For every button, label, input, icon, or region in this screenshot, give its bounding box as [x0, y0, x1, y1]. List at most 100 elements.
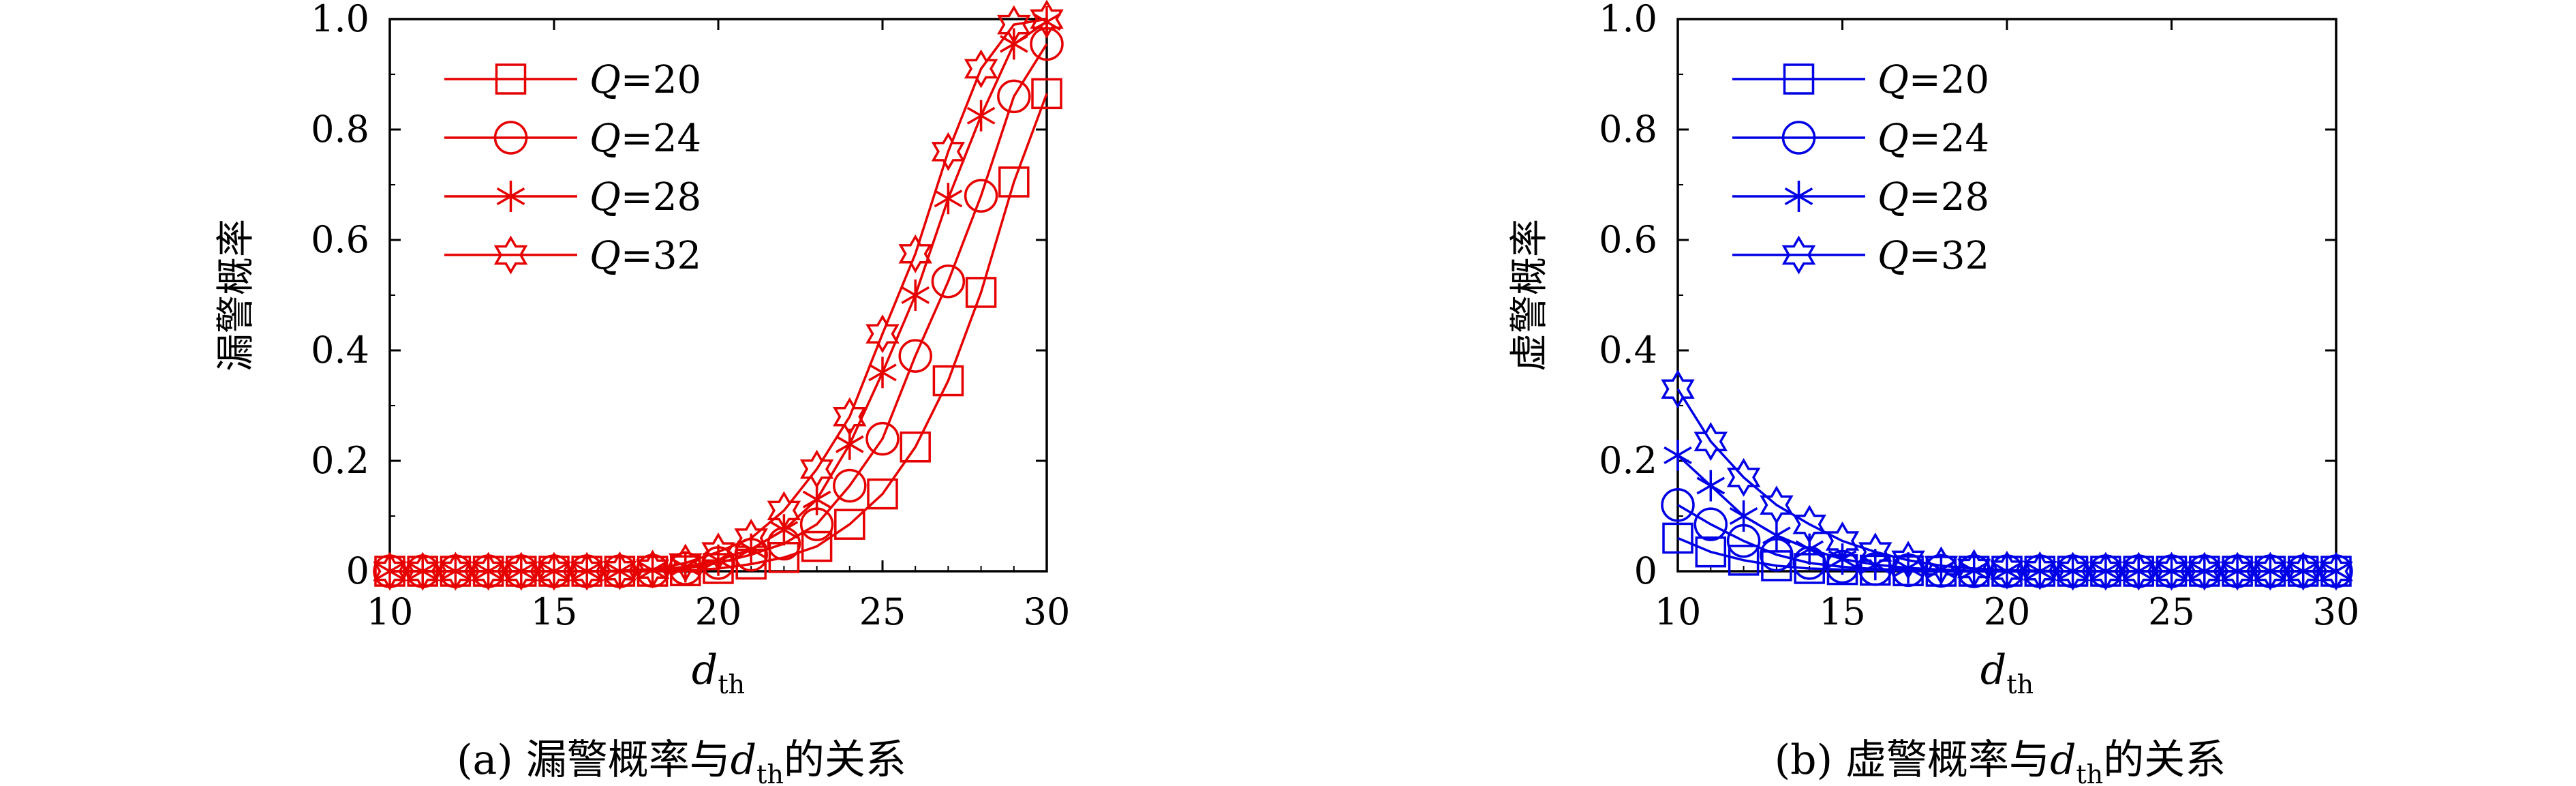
data-point-b-3-6 [1858, 532, 1892, 572]
data-point-a-3-17 [931, 132, 966, 171]
x-axis-label-a: dth [692, 646, 745, 699]
data-point-b-0-0 [1662, 522, 1693, 554]
data-point-b-3-11 [2023, 551, 2057, 590]
y-tick-label-b-3: 0.6 [1599, 218, 1657, 261]
x-tick-label-a-1: 15 [531, 590, 578, 633]
legend-label-b-2: Q=28 [1877, 175, 1989, 220]
data-point-b-3-3 [1760, 485, 1794, 525]
x-tick-label-a-2: 20 [695, 590, 742, 633]
data-point-a-2-15 [868, 357, 897, 389]
legend-marker-a-0 [495, 63, 527, 95]
legend-label-var-b-3: Q [1877, 234, 1909, 278]
caption-sub-b: th [2076, 759, 2103, 786]
legend-a: Q=20Q=24Q=28Q=32 [444, 58, 701, 278]
x-axis-label-sub-a: th [718, 669, 745, 699]
data-point-b-1-0 [1661, 488, 1695, 522]
caption-sub-a: th [756, 759, 784, 786]
data-point-a-0-14 [834, 509, 865, 540]
data-point-b-3-2 [1726, 457, 1761, 497]
data-point-b-3-15 [2154, 551, 2189, 591]
y-tick-label-a-3: 0.6 [311, 218, 369, 261]
data-point-a-1-16 [898, 339, 932, 373]
data-point-a-3-18 [964, 49, 998, 89]
x-tick-label-b-1: 15 [1819, 590, 1866, 633]
x-tick-label-a-4: 30 [1024, 590, 1071, 633]
legend-label-val-b-2: =28 [1909, 175, 1989, 220]
data-point-b-3-14 [2121, 551, 2156, 591]
x-tick-label-b-4: 30 [2313, 590, 2360, 633]
legend-label-var-a-0: Q [589, 58, 621, 102]
legend-label-a-2: Q=28 [589, 175, 701, 220]
legend-label-var-a-2: Q [589, 175, 621, 220]
data-point-b-3-1 [1693, 422, 1728, 462]
data-point-a-2-17 [934, 183, 963, 215]
series-b-3 [1661, 369, 2353, 591]
caption-suffix-a: 的关系 [784, 736, 906, 784]
data-point-b-3-18 [2253, 551, 2288, 591]
legend-label-b-1: Q=24 [1877, 117, 1989, 161]
data-point-a-3-15 [865, 314, 900, 354]
data-point-a-0-13 [801, 530, 833, 562]
data-point-a-3-9 [669, 543, 703, 583]
data-point-b-3-12 [2055, 551, 2090, 591]
x-tick-label-b-0: 10 [1655, 590, 1702, 633]
legend-label-var-b-0: Q [1877, 58, 1909, 102]
data-point-a-3-7 [602, 551, 637, 590]
legend-label-val-a-2: =28 [621, 175, 701, 220]
x-axis-label-sub-b: th [2006, 669, 2034, 699]
legend-label-val-a-0: =20 [621, 58, 701, 102]
legend-marker-b-1 [1781, 121, 1816, 155]
data-point-b-3-4 [1792, 504, 1826, 544]
series-a-0 [374, 78, 1062, 587]
x-tick-label-b-2: 20 [1984, 590, 2031, 633]
legend-marker-a-1 [493, 121, 528, 155]
data-point-a-3-3 [471, 551, 506, 591]
legend-label-val-b-0: =20 [1909, 58, 1989, 102]
data-point-b-2-2 [1729, 500, 1758, 532]
y-tick-label-a-0: 0 [346, 549, 369, 592]
legend-label-a-3: Q=32 [589, 234, 701, 278]
data-point-a-3-5 [537, 551, 571, 591]
data-point-b-3-8 [1924, 546, 1959, 586]
caption-b: (b) 虚警概率与dth的关系 [1775, 736, 2226, 786]
legend-label-val-a-1: =24 [621, 117, 701, 161]
legend-marker-a-2 [496, 181, 525, 212]
data-point-a-2-13 [802, 483, 831, 515]
data-point-a-3-4 [504, 551, 538, 591]
data-point-a-2-16 [901, 279, 930, 311]
legend-label-a-1: Q=24 [589, 117, 701, 161]
caption-prefix-b: (b) 虚警概率与 [1775, 736, 2050, 784]
legend-label-val-b-1: =24 [1909, 117, 1989, 161]
y-tick-label-a-4: 0.8 [311, 108, 369, 151]
legend-marker-a-3 [493, 235, 528, 275]
data-point-b-2-4 [1795, 533, 1824, 565]
data-point-b-3-0 [1661, 369, 1695, 409]
caption-var-a: d [731, 736, 756, 784]
data-point-b-3-9 [1957, 549, 1991, 588]
legend-label-val-b-3: =32 [1909, 234, 1989, 278]
legend-label-var-b-2: Q [1877, 175, 1909, 220]
x-tick-label-a-3: 25 [859, 590, 906, 633]
series-a-3 [373, 0, 1064, 591]
data-point-b-3-16 [2188, 551, 2222, 591]
y-tick-label-b-5: 1.0 [1599, 0, 1657, 40]
data-point-b-1-1 [1693, 507, 1728, 541]
data-point-b-3-17 [2220, 551, 2254, 591]
legend-label-b-3: Q=32 [1877, 234, 1989, 278]
series-line-a-0 [390, 93, 1048, 573]
x-axis-label-var-b: d [1980, 646, 2006, 694]
data-point-a-3-11 [734, 518, 768, 558]
data-point-a-1-19 [997, 79, 1031, 114]
data-point-a-1-14 [833, 468, 867, 503]
caption-prefix-a: (a) 漏警概率与 [457, 736, 731, 784]
data-point-a-3-8 [635, 549, 670, 589]
data-point-a-3-14 [833, 397, 867, 436]
legend-marker-b-3 [1781, 235, 1816, 275]
data-point-a-0-17 [932, 365, 964, 397]
data-point-a-2-18 [966, 100, 996, 132]
data-point-a-1-15 [865, 421, 900, 456]
data-point-a-3-2 [438, 551, 473, 591]
y-tick-label-a-1: 0.2 [311, 439, 369, 482]
data-point-b-3-20 [2319, 551, 2353, 591]
plot-frame-a [388, 18, 1048, 573]
